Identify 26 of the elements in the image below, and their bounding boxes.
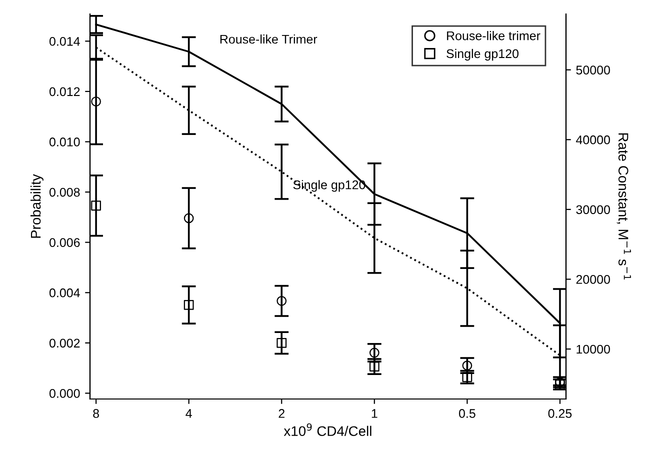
y-tick-label: 0.012 (49, 87, 80, 96)
x-tick-label: 8 (93, 409, 99, 418)
x-tick-label: 0.25 (548, 409, 572, 418)
legend-label: Rouse-like trimer (447, 31, 540, 40)
x-axis-title: x10$^{9}$ CD4/Cell (284, 423, 372, 436)
x-tick-label: 2 (278, 409, 284, 418)
y-tick-label: 0.006 (49, 238, 80, 247)
y2-axis-title: Rate Constant, M$^{−1}$ s$^{−1}$ (616, 133, 631, 280)
y-tick-label: 0.002 (49, 338, 80, 348)
x-tick-label: 1 (372, 409, 378, 418)
y-tick-label: 0.014 (49, 36, 80, 46)
y-tick-label: 0.000 (49, 389, 80, 398)
series-label: Single gp120 (293, 180, 366, 192)
y2-tick-label: 20000 (576, 275, 610, 284)
y2-tick-label: 30000 (576, 205, 610, 214)
y-tick-label: 0.004 (49, 288, 80, 298)
y2-tick-label: 10000 (576, 344, 610, 354)
x-tick-label: 0.5 (458, 409, 476, 418)
y2-tick-label: 40000 (576, 135, 610, 144)
y-axis-title: Probability (30, 174, 44, 238)
legend-label: Single gp120 (446, 48, 518, 61)
x-tick-label: 4 (186, 409, 192, 418)
y2-tick-label: 50000 (576, 66, 610, 74)
y-tick-label: 0.008 (49, 188, 80, 197)
y-tick-label: 0.010 (49, 138, 80, 146)
series-label: Rouse-like Trimer (220, 34, 318, 44)
